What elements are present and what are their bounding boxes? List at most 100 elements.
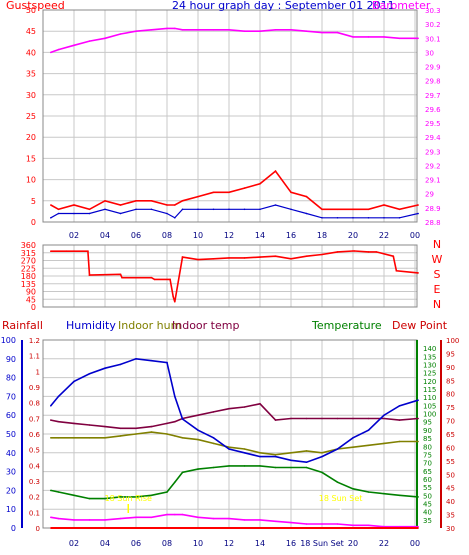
temperature-line-point xyxy=(181,471,184,474)
humidity-line-point xyxy=(321,455,323,458)
gustspeed-line-point xyxy=(321,208,323,211)
dew-point-line-point xyxy=(135,516,137,519)
x-tick-label: 20 xyxy=(348,231,358,240)
indoor-temp-line-point xyxy=(243,406,246,408)
dewpoint-tick-label: 70 xyxy=(446,418,455,426)
temperature-line-point xyxy=(243,465,246,467)
temperature-line-point xyxy=(305,466,308,469)
dewpoint-tick-label: 45 xyxy=(446,485,455,493)
humidity-line-point xyxy=(57,395,60,398)
dew-point-line-point xyxy=(321,523,323,525)
indoor-hum-line-point xyxy=(321,452,323,454)
x-tick-label: 16 xyxy=(286,539,296,548)
rainfall-line-point xyxy=(352,527,354,529)
humidity-legend: Humidity xyxy=(66,319,116,332)
barometer-line-point xyxy=(321,31,323,34)
indoor-hum-legend: Indoor hum xyxy=(118,319,182,332)
wind-line-point xyxy=(174,217,176,219)
sun-set-label: 18 Sun Set xyxy=(319,494,363,503)
wind-line-point xyxy=(50,217,52,219)
indoor-hum-line-point xyxy=(383,442,385,445)
x-tick-label: 04 xyxy=(100,539,110,548)
baro-tick-label: 30.2 xyxy=(425,21,441,29)
temperature-tick-label: 125 xyxy=(423,370,436,378)
humidity-line-point xyxy=(290,459,292,462)
dewpoint-tick-label: 55 xyxy=(446,458,455,466)
barometer-line-point xyxy=(150,29,153,31)
dew-point-line-point xyxy=(352,524,354,527)
indoor-hum-line-point xyxy=(174,435,176,437)
dewpoint-tick-label: 100 xyxy=(446,337,459,345)
temperature-tick-label: 85 xyxy=(423,435,432,443)
x-tick-label: 00 xyxy=(410,231,420,240)
baro-tick-label: 29.1 xyxy=(425,177,441,185)
barometer-line-point xyxy=(290,29,292,31)
barometer-line-point xyxy=(305,30,308,32)
rain-tick-label: 1 xyxy=(36,368,40,376)
temperature-tick-label: 100 xyxy=(423,411,436,419)
wind-line-point xyxy=(88,212,91,215)
humidity-line-point xyxy=(135,358,137,360)
x-tick-label: 14 xyxy=(255,539,265,548)
temperature-line-point xyxy=(383,492,385,495)
dew-point-line-point xyxy=(259,519,261,521)
indoor-hum-line-point xyxy=(417,440,419,443)
indoor-hum-line-point xyxy=(166,433,168,435)
wind-line-point xyxy=(417,212,419,215)
humidity-tick-label: 50 xyxy=(6,430,16,439)
x-tick-label: 06 xyxy=(131,539,141,548)
temperature-line-point xyxy=(290,466,292,469)
rainfall-line-point xyxy=(274,527,277,529)
wind-line-point xyxy=(290,208,292,211)
gust-tick-label: 0 xyxy=(31,218,36,227)
rain-tick-label: 0.3 xyxy=(29,478,40,486)
wind-direction-line-point xyxy=(395,270,398,272)
x-tick-label: 22 xyxy=(379,231,389,240)
barometer-line-point xyxy=(50,51,52,54)
indoor-temp-line-point xyxy=(398,419,401,421)
rainfall-line-point xyxy=(212,527,215,529)
dir-tick-label: 270 xyxy=(21,257,36,266)
wind-direction-line-point xyxy=(65,250,68,252)
gustspeed-line-point xyxy=(73,204,75,206)
temperature-tick-label: 140 xyxy=(423,345,436,353)
humidity-tick-label: 70 xyxy=(6,392,16,401)
indoor-hum-line-point xyxy=(274,453,277,456)
dew-point-line-point xyxy=(150,516,153,519)
humidity-tick-label: 60 xyxy=(6,411,16,420)
indoor-temp-line-point xyxy=(50,419,52,421)
x-tick-label: 16 xyxy=(286,231,296,240)
humidity-tick-label: 100 xyxy=(1,336,16,345)
indoor-temp-line-point xyxy=(352,417,354,420)
temperature-line-point xyxy=(104,497,106,500)
temperature-line-point xyxy=(398,494,401,497)
rainfall-line-point xyxy=(135,527,137,529)
indoor-hum-line-point xyxy=(57,437,60,439)
indoor-temp-line-point xyxy=(417,417,419,420)
baro-tick-label: 29.6 xyxy=(425,106,441,114)
rainfall-line-point xyxy=(150,527,153,529)
baro-tick-label: 28.9 xyxy=(425,205,441,213)
temperature-tick-label: 75 xyxy=(423,451,432,459)
barometer-line-point xyxy=(181,29,184,31)
temperature-tick-label: 45 xyxy=(423,500,432,508)
wind-direction-line-point xyxy=(274,255,277,257)
wind-direction-line-point xyxy=(392,255,395,257)
rain-tick-label: 1.2 xyxy=(29,337,40,345)
indoor-hum-line-point xyxy=(50,437,52,439)
humidity-line-point xyxy=(243,452,246,454)
dewpoint-tick-label: 40 xyxy=(446,498,455,506)
gustspeed-line-point xyxy=(50,204,52,206)
rainfall-line-point xyxy=(383,527,385,529)
direction-letter: N xyxy=(433,238,441,251)
wind-line xyxy=(50,204,419,219)
temperature-tick-label: 130 xyxy=(423,362,436,370)
temperature-tick-label: 115 xyxy=(423,386,436,394)
rain-tick-label: 0.5 xyxy=(29,447,40,455)
dewpoint-tick-label: 75 xyxy=(446,404,455,412)
rainfall-line-point xyxy=(57,527,60,529)
wind-direction-line-point xyxy=(367,251,370,253)
dir-tick-label: 315 xyxy=(21,249,36,258)
dew-point-line-point xyxy=(290,521,292,524)
dew-point-line-point xyxy=(104,519,106,521)
